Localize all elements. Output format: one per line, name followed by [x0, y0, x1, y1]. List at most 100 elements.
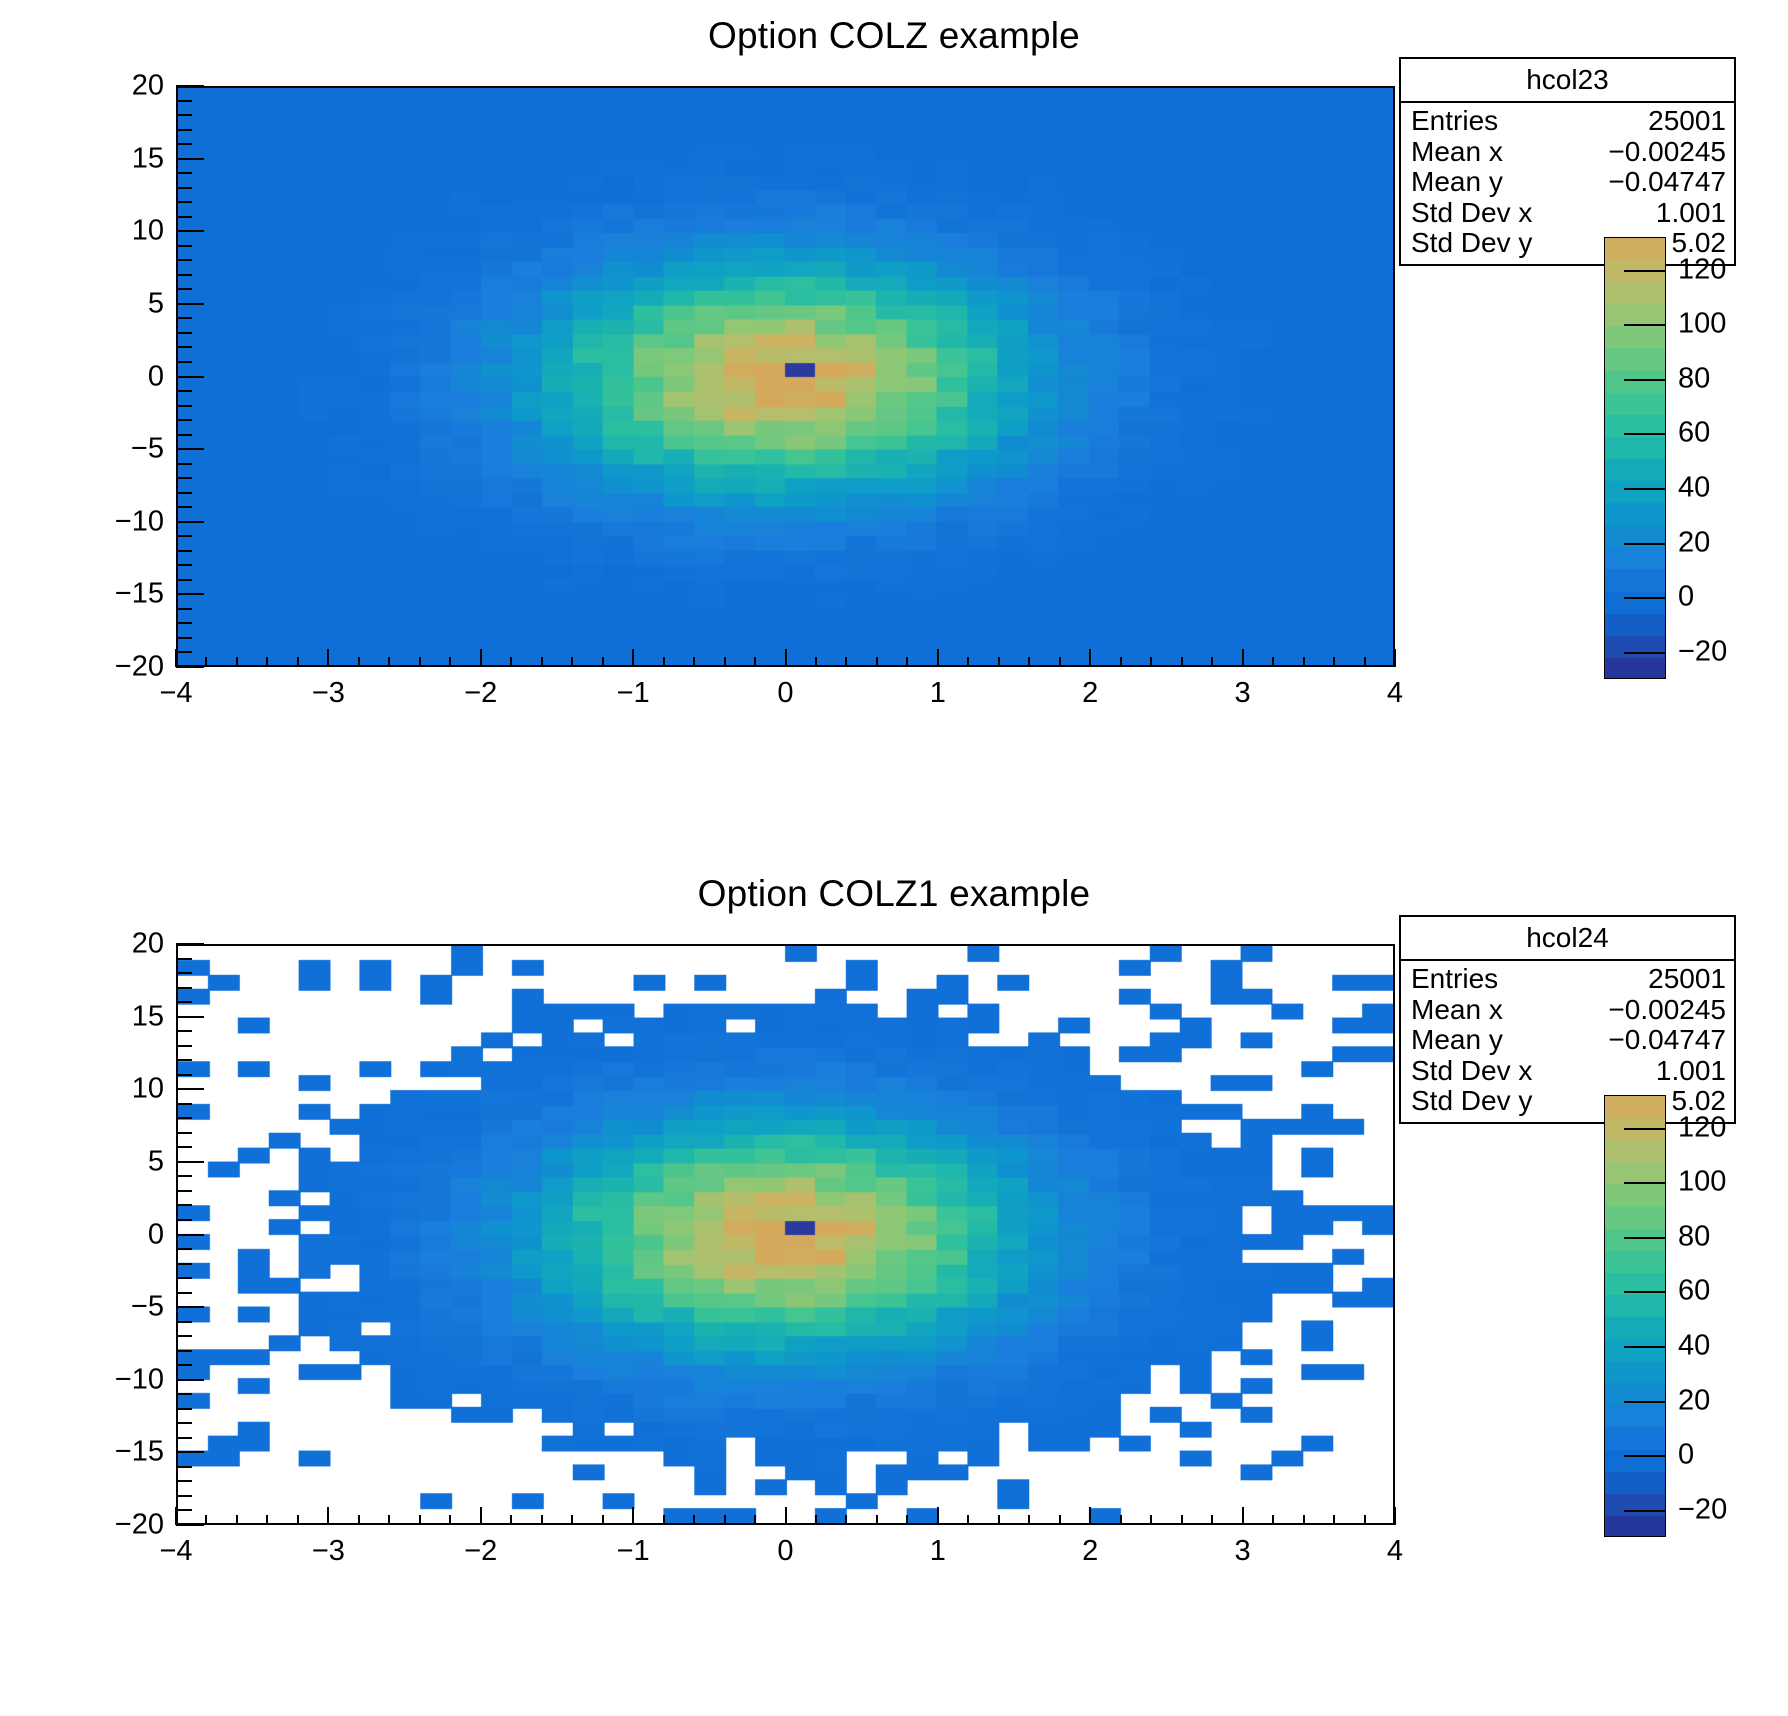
x-minor-tick	[1058, 657, 1061, 667]
y-minor-tick	[176, 462, 192, 465]
heatmap-colz1	[178, 946, 1393, 1523]
y-major-tick	[176, 593, 204, 596]
stats-value: 25001	[1648, 963, 1726, 994]
page-title-colz: Option COLZ example	[708, 15, 1080, 56]
stats-value: −0.00245	[1608, 135, 1726, 167]
plot-frame-colz1[interactable]	[176, 944, 1395, 1525]
y-minor-tick	[176, 288, 192, 291]
y-minor-tick	[176, 972, 192, 975]
x-tick-label: 0	[777, 677, 794, 709]
x-minor-tick	[235, 657, 238, 667]
stats-rows: Entries 25001 Mean x −0.00245 Mean y −0.04747…	[1401, 961, 1734, 1122]
palette-segment	[1605, 1515, 1665, 1536]
palette-segment	[1605, 414, 1665, 437]
stats-label: Mean y	[1411, 166, 1503, 197]
y-major-tick	[176, 1088, 204, 1091]
palette-tick-label: 100	[1678, 307, 1727, 340]
x-minor-tick	[693, 657, 696, 667]
y-tick-label: −5	[130, 1290, 164, 1323]
y-tick-label: 15	[131, 1000, 164, 1033]
y-major-tick	[176, 448, 204, 451]
stats-box-colz1[interactable]: hcol24 Entries 25001 Mean x −0.00245 Mean y −…	[1399, 915, 1736, 1124]
y-minor-tick	[176, 535, 192, 538]
x-major-tick	[327, 1507, 330, 1525]
y-minor-tick	[176, 1117, 192, 1120]
stats-label: Std Dev x	[1411, 196, 1533, 228]
y-minor-tick	[176, 477, 192, 480]
x-minor-tick	[723, 1515, 726, 1525]
y-minor-tick	[176, 360, 192, 363]
palette-tick-label: −20	[1678, 1493, 1728, 1526]
palette-tick-label: 0	[1678, 580, 1695, 613]
x-minor-tick	[1150, 657, 1153, 667]
palette-segment	[1605, 1294, 1665, 1317]
palette-segment	[1605, 657, 1665, 678]
palette-tick	[1624, 1127, 1666, 1130]
palette-tick	[1624, 597, 1666, 600]
stats-row: Entries 25001	[1411, 105, 1726, 137]
y-minor-tick	[176, 564, 192, 567]
x-minor-tick	[845, 1515, 848, 1525]
y-minor-tick	[176, 215, 192, 218]
stats-value: 1.001	[1655, 196, 1726, 228]
palette-tick	[1624, 1291, 1666, 1294]
palette-segment	[1605, 1096, 1665, 1119]
y-major-tick	[176, 1233, 204, 1236]
y-tick-label: 0	[147, 360, 164, 392]
y-minor-tick	[176, 1509, 192, 1512]
x-major-tick	[1241, 649, 1244, 667]
palette-tick	[1624, 1236, 1666, 1239]
palette-segment	[1605, 1316, 1665, 1340]
palette-segment	[1605, 1184, 1665, 1207]
palette-segment	[1605, 326, 1665, 349]
color-palette-colz	[1604, 237, 1666, 679]
y-minor-tick	[176, 1218, 192, 1221]
x-tick-label: 4	[1386, 1535, 1404, 1567]
y-major-tick	[176, 375, 204, 378]
palette-tick	[1624, 1182, 1666, 1185]
x-tick-label: −3	[311, 1535, 345, 1567]
y-major-tick	[176, 230, 204, 233]
palette-segment	[1605, 525, 1665, 548]
palette-segment	[1605, 1339, 1665, 1362]
y-major-tick	[176, 666, 204, 668]
palette-segment	[1605, 1493, 1665, 1516]
stats-box-colz[interactable]: hcol23 Entries 25001 Mean x −0.00245 Mean y −…	[1399, 57, 1736, 266]
stats-value: −0.00245	[1608, 993, 1726, 1025]
y-major-tick	[176, 520, 204, 523]
palette-tick-label: 20	[1678, 1384, 1711, 1417]
stats-row: Std Dev y 5.02	[1411, 227, 1726, 259]
stats-label: Entries	[1411, 105, 1499, 136]
y-minor-tick	[176, 1407, 192, 1410]
stats-value: 25001	[1648, 105, 1726, 136]
stats-row: Mean x −0.00245	[1411, 993, 1726, 1026]
y-minor-tick	[176, 491, 192, 494]
y-minor-tick	[176, 1349, 192, 1352]
y-minor-tick	[176, 1248, 192, 1251]
x-minor-tick	[875, 1515, 878, 1525]
palette-segment	[1605, 1405, 1665, 1428]
palette-tick	[1624, 1509, 1666, 1512]
palette-segment	[1605, 1162, 1665, 1185]
x-minor-tick	[601, 657, 604, 667]
y-tick-label: −10	[114, 505, 164, 538]
y-minor-tick	[176, 1131, 192, 1134]
x-minor-tick	[296, 657, 299, 667]
x-minor-tick	[1272, 657, 1275, 667]
stats-value: −0.04747	[1608, 166, 1726, 197]
x-minor-tick	[1119, 657, 1122, 667]
y-tick-label: −15	[114, 577, 164, 610]
x-major-tick	[175, 1507, 177, 1525]
y-minor-tick	[176, 143, 192, 146]
palette-segment	[1605, 238, 1665, 261]
x-minor-tick	[1058, 1515, 1061, 1525]
x-tick-label: 4	[1386, 677, 1404, 709]
stats-row: Mean y −0.04747	[1411, 166, 1726, 198]
plot-frame-colz[interactable]	[176, 86, 1395, 667]
y-minor-tick	[176, 172, 192, 175]
y-minor-tick	[176, 1059, 192, 1062]
palette-segment	[1605, 1361, 1665, 1384]
palette-tick-label: 120	[1678, 253, 1727, 286]
stats-row: Entries 25001	[1411, 963, 1726, 995]
palette-tick	[1624, 269, 1666, 272]
